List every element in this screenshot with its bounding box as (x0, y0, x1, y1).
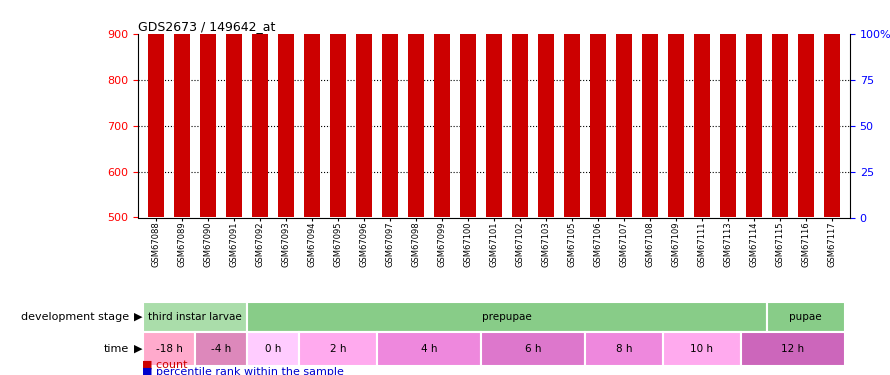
Bar (486, 0, 502, 217)
Point (513, 53, 527, 59)
Text: 0 h: 0 h (265, 344, 281, 354)
Text: 12 h: 12 h (781, 344, 805, 354)
Bar (746, 0, 762, 217)
Text: ▶: ▶ (134, 312, 142, 322)
Bar (195, 332, 247, 366)
Bar (663, 332, 740, 366)
Point (747, 57, 761, 63)
Point (253, 53, 267, 59)
Bar (247, 332, 299, 366)
Text: time: time (104, 344, 129, 354)
Bar (590, 0, 606, 217)
Text: GDS2673 / 149642_at: GDS2673 / 149642_at (138, 20, 275, 33)
Text: 6 h: 6 h (525, 344, 541, 354)
Text: ▶: ▶ (134, 344, 142, 354)
Bar (824, 0, 839, 217)
Point (461, 47, 475, 53)
Text: development stage: development stage (21, 312, 129, 322)
Bar (377, 332, 481, 366)
Bar (149, 0, 164, 217)
Point (617, 57, 631, 63)
Point (305, 53, 320, 59)
Text: 10 h: 10 h (691, 344, 713, 354)
Text: 2 h: 2 h (330, 344, 346, 354)
Bar (304, 0, 320, 217)
Text: 4 h: 4 h (421, 344, 437, 354)
Bar (226, 0, 242, 217)
Bar (279, 0, 294, 217)
Bar (382, 0, 398, 217)
Text: ■ percentile rank within the sample: ■ percentile rank within the sample (142, 367, 344, 375)
Point (201, 44, 215, 50)
Bar (434, 0, 449, 217)
Text: ■ count: ■ count (142, 360, 188, 370)
Point (643, 58, 657, 64)
Text: pupae: pupae (789, 312, 822, 322)
Bar (174, 0, 190, 217)
Text: -4 h: -4 h (211, 344, 231, 354)
Bar (143, 332, 195, 366)
Point (357, 55, 371, 61)
Bar (616, 0, 632, 217)
Bar (772, 0, 788, 217)
Bar (668, 0, 684, 217)
Text: 8 h: 8 h (616, 344, 632, 354)
Bar (252, 0, 268, 217)
Bar (694, 0, 709, 217)
Point (487, 53, 501, 59)
Bar (798, 0, 813, 217)
Point (149, 44, 163, 50)
Bar (460, 0, 476, 217)
Text: -18 h: -18 h (156, 344, 182, 354)
Bar (642, 0, 658, 217)
Bar (247, 302, 767, 332)
Bar (740, 332, 845, 366)
Point (798, 58, 813, 64)
Point (383, 53, 397, 59)
Point (331, 55, 345, 61)
Text: third instar larvae: third instar larvae (149, 312, 242, 322)
Bar (409, 0, 424, 217)
Bar (585, 332, 663, 366)
Point (279, 57, 293, 63)
Bar (143, 302, 247, 332)
Bar (512, 0, 528, 217)
Point (825, 53, 839, 59)
Text: prepupae: prepupae (482, 312, 532, 322)
Point (409, 55, 423, 61)
Point (538, 51, 553, 57)
Bar (481, 332, 585, 366)
Point (773, 57, 787, 63)
Bar (538, 0, 554, 217)
Bar (299, 332, 377, 366)
Point (591, 47, 605, 53)
Bar (330, 0, 346, 217)
Point (721, 55, 735, 61)
Bar (767, 302, 845, 332)
Bar (200, 0, 216, 217)
Point (668, 58, 683, 64)
Point (695, 57, 709, 63)
Bar (564, 0, 579, 217)
Point (565, 53, 579, 59)
Point (227, 49, 241, 55)
Point (175, 53, 190, 59)
Bar (356, 0, 372, 217)
Point (435, 55, 449, 61)
Bar (720, 0, 736, 217)
